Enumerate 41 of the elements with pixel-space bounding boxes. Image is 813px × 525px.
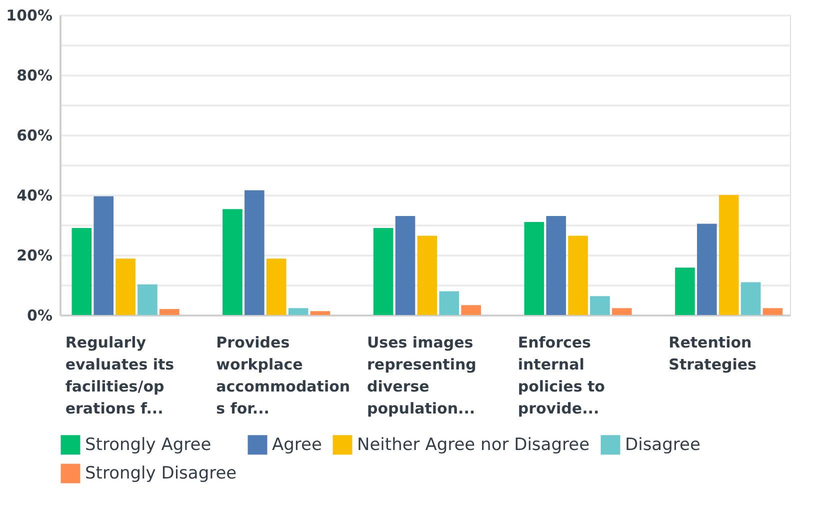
bar: [222, 209, 242, 315]
bar: [395, 216, 416, 315]
bar: [546, 216, 566, 315]
x-tick-label: Regularly evaluates its facilities/op erations f...: [65, 334, 174, 418]
bar: [590, 296, 610, 315]
bar: [94, 196, 114, 315]
x-tick-label: Uses images representing diverse population...: [367, 334, 476, 418]
bar: [762, 308, 783, 315]
legend-label: Strongly Disagree: [85, 464, 237, 484]
legend-label: Strongly Agree: [85, 434, 212, 455]
y-tick-label: 20%: [16, 246, 52, 264]
bar: [72, 228, 92, 315]
bar: [740, 282, 761, 315]
x-tick-label: Retention Strategies: [668, 334, 757, 374]
bar: [288, 308, 308, 315]
bar: [568, 236, 588, 315]
y-tick-label: 60%: [16, 126, 52, 144]
bar: [310, 311, 330, 315]
bar: [244, 190, 264, 315]
y-tick-label: 80%: [16, 66, 52, 84]
bar: [675, 268, 695, 315]
x-tick-label: Provides workplace accommodation s for...: [216, 334, 350, 418]
legend-label: Disagree: [625, 434, 700, 455]
bar: [266, 258, 286, 315]
x-tick-label: Enforces internal policies to provide...: [518, 334, 605, 418]
bar: [439, 291, 460, 315]
bar: [373, 228, 394, 315]
bar: [697, 224, 717, 315]
bar: [160, 309, 180, 315]
y-tick-label: 40%: [16, 186, 52, 204]
bar: [138, 284, 158, 315]
y-tick-label: 0%: [27, 306, 52, 324]
legend-label: Neither Agree nor Disagree: [357, 434, 590, 455]
bar: [116, 258, 136, 315]
legend-label: Agree: [272, 434, 322, 455]
bar: [612, 308, 632, 315]
y-tick-label: 100%: [6, 6, 52, 24]
bar: [718, 195, 739, 315]
bar: [524, 222, 544, 315]
bar: [461, 305, 481, 315]
bar: [417, 236, 438, 315]
